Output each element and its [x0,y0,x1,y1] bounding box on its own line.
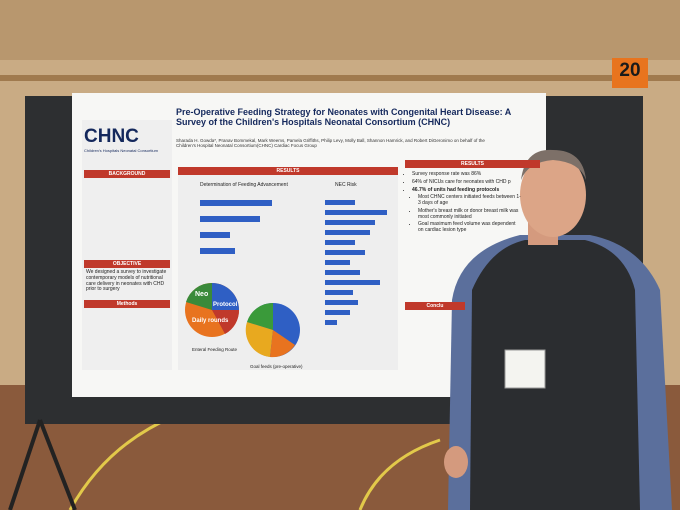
result-item: Survey response rate was 86% [412,171,522,178]
bar [325,260,350,265]
pie-slice [212,283,239,310]
number-sign [612,58,648,88]
poster-authors: Sharada H. Gowda*, Pranav Bommekal, Mark… [176,138,485,149]
chart-title: NEC Risk [335,182,357,188]
bar [325,270,360,275]
pie-slice [186,282,212,310]
logo: CHNC [84,126,139,147]
bar [200,248,235,254]
result-item: 64% of NICUs care for neonates with CHD … [412,179,522,186]
bar [325,290,353,295]
carpet-pattern [358,438,441,510]
stand-leg [8,419,42,510]
wall-trim [0,75,680,81]
section-heading: OBJECTIVE [84,260,170,268]
pie-slice [247,302,273,330]
pie-slice [270,330,295,358]
bar [325,200,355,205]
chart-title: Determination of Feeding Advancement [200,182,288,188]
section-heading: RESULTS [405,160,540,168]
section-heading: Conclu [405,302,465,310]
bar [200,216,260,222]
chart-title: Goal feeds (pre-operative) [250,364,303,369]
pie-slice [245,322,273,357]
bar [325,300,358,305]
booth-number: 20 [619,60,641,81]
bar [325,280,380,285]
person [444,149,672,510]
bar [325,320,337,325]
section-heading: BACKGROUND [84,170,170,178]
results-list: Survey response rate was 86% 64% of NICU… [405,171,522,236]
face [520,153,586,237]
hair [521,149,586,180]
vest [470,240,640,510]
pie-slice [212,310,240,334]
bar [200,232,230,238]
bar [200,200,272,206]
bar [325,310,350,315]
bar [325,230,370,235]
section-heading: RESULTS [178,167,398,175]
stand-leg [38,419,77,510]
chart-title: Enteral Feeding Route [192,347,238,352]
bar [325,220,375,225]
pie-chart [185,282,300,358]
bar [325,250,365,255]
result-item: Goal maximum feed volume was dependent o… [418,221,522,234]
wall-upper [0,0,680,60]
result-item: Mother's breast milk or donor breast mil… [418,208,522,221]
name-badge [504,349,546,389]
result-item: 46.7% of units had feeding protocols [412,187,522,194]
pie-label: Daily rounds [192,318,229,324]
hand [444,446,468,478]
objective-text: We designed a survey to investigate cont… [86,269,167,293]
pie-label: Protocol [213,302,238,308]
bar-chart [200,200,387,325]
section-heading: Methods [84,300,170,308]
bar [325,240,355,245]
bar [325,210,387,215]
result-item: Most CHNC centers initiated feeds betwee… [418,194,522,207]
pie-label: Neo [195,291,209,298]
poster-title: Pre-Operative Feeding Strategy for Neona… [176,107,511,128]
logo-subtitle: Children's Hospitals Neonatal Consortium [84,148,158,153]
poster-column [82,120,172,370]
